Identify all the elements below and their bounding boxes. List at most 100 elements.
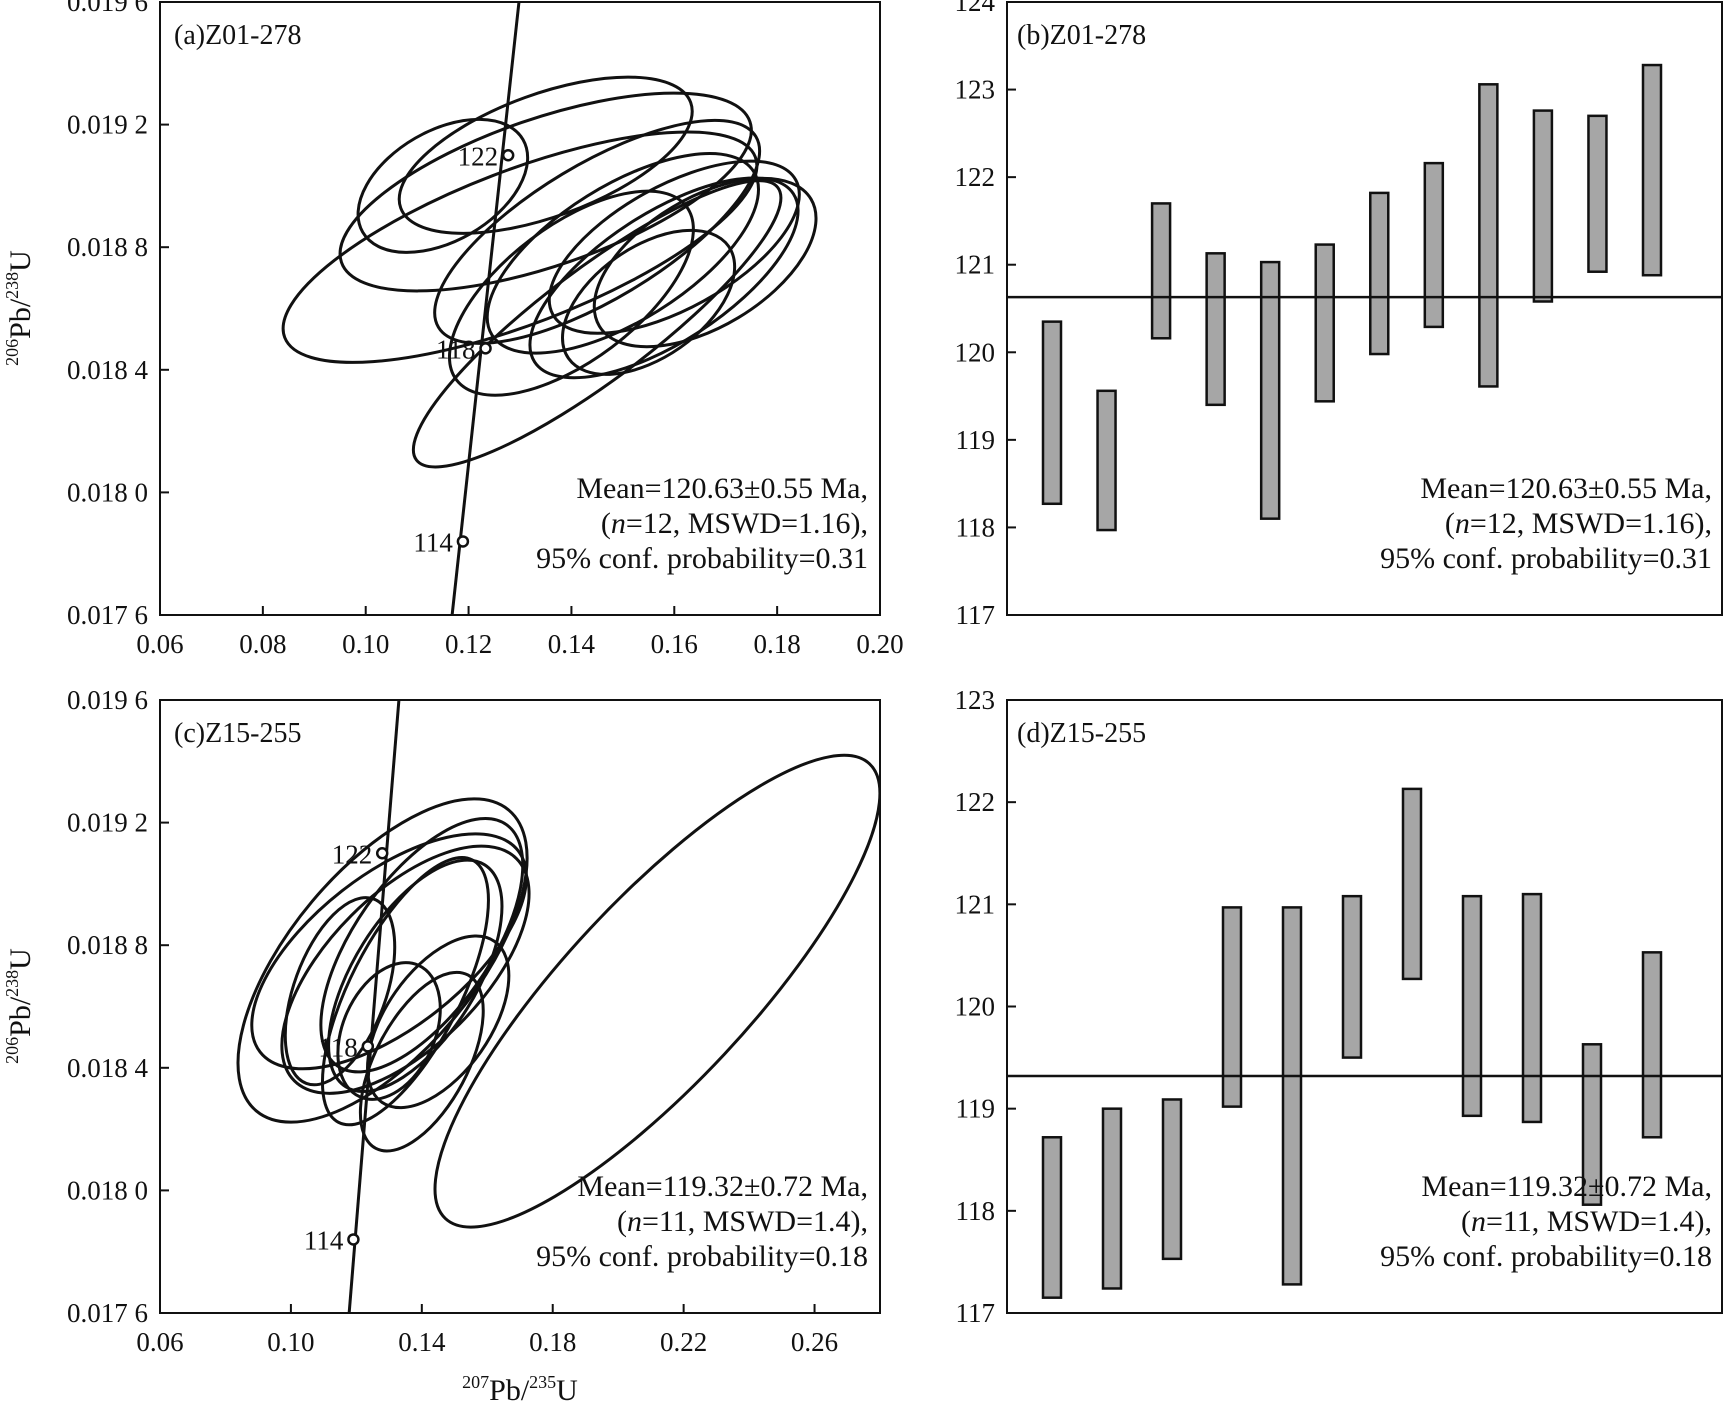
x-tick-label: 0.06	[136, 629, 183, 659]
stat-paren: (	[1445, 507, 1455, 540]
stat-paren: (	[617, 1205, 627, 1238]
concordia-age-label: 122	[332, 839, 373, 869]
stat-rest: =12, MSWD=1.16),	[626, 507, 868, 540]
age-error-bar	[1205, 252, 1226, 407]
age-error-bar	[1641, 63, 1663, 277]
x-axis-title-main: Pb/	[489, 1374, 530, 1407]
error-ellipse	[338, 91, 753, 293]
concordia-age-marker	[361, 1040, 375, 1053]
x-tick-label: 0.18	[754, 629, 801, 659]
error-ellipse	[236, 797, 529, 1124]
x-tick-label: 0.10	[267, 1327, 314, 1357]
x-tick-label: 0.08	[239, 629, 286, 659]
y-tick-label: 122	[955, 787, 996, 817]
age-error-bar	[1281, 906, 1303, 1286]
panel-a-stat-probability: 95% conf. probability=0.31	[536, 542, 868, 575]
panel-a-plot: 0.017 6 0.018 0 0.018 4 0.018 8 0.019 2 0.019…	[67, 0, 904, 659]
y-tick-label: 118	[956, 512, 996, 542]
y-tick-label: 120	[955, 992, 996, 1022]
panel-c-stat-mean: Mean=119.32±0.72 Ma,	[577, 1170, 868, 1203]
panel-b-weighted-mean: 117 118 119 120 121 122 123 124 (b)Z01-278 Mean…	[955, 0, 1723, 630]
y-tick-label: 118	[956, 1196, 996, 1226]
error-ellipse	[433, 118, 762, 345]
panel-c-stat-probability: 95% conf. probability=0.18	[536, 1240, 868, 1273]
stat-n-italic: n	[1471, 1205, 1486, 1238]
age-error-bar	[1101, 1107, 1123, 1290]
stat-rest: =12, MSWD=1.16),	[1470, 507, 1712, 540]
age-error-bar	[1587, 114, 1608, 273]
concordia-line	[450, 2, 521, 615]
error-ellipse	[281, 130, 759, 364]
concordia-line	[347, 700, 401, 1313]
concordia-age-marker	[375, 847, 389, 860]
panel-a-inner	[281, 2, 818, 615]
panel-d-plot: 117 118 119 120 121 122 123	[955, 685, 1722, 1328]
panel-b-title: (b)Z01-278	[1017, 20, 1146, 51]
panel-d-stat-n: (n=11, MSWD=1.4),	[1461, 1205, 1712, 1238]
x-axis-title-sup2: 235	[529, 1372, 556, 1392]
y-tick-label: 0.018 4	[67, 1053, 149, 1083]
y-tick-label: 0.018 0	[67, 477, 148, 507]
age-error-bar	[1221, 906, 1243, 1108]
y-tick-label: 120	[955, 337, 996, 367]
y-tick-label: 0.019 2	[67, 808, 148, 838]
panel-a-stat-mean: Mean=120.63±0.55 Ma,	[576, 472, 868, 505]
x-tick-label: 0.12	[445, 629, 492, 659]
y-axis-title-top-sup2: 238	[2, 272, 22, 299]
x-tick-label: 0.20	[856, 629, 903, 659]
panel-b-stat-n: (n=12, MSWD=1.16),	[1445, 507, 1712, 540]
panel-d-title: (d)Z15-255	[1017, 718, 1146, 749]
age-error-bar	[1041, 320, 1063, 506]
x-tick-label: 0.14	[398, 1327, 446, 1357]
panel-a-stat-n: (n=12, MSWD=1.16),	[601, 507, 868, 540]
age-error-bar	[1150, 202, 1172, 340]
stat-n-italic: n	[611, 507, 626, 540]
panel-c-frame	[159, 699, 881, 1314]
error-ellipse	[433, 753, 880, 1229]
concordia-age-label: 122	[458, 141, 499, 171]
y-tick-label: 0.018 0	[67, 1175, 148, 1205]
concordia-age-label: 118	[318, 1032, 358, 1062]
concordia-age-label: 114	[413, 527, 453, 557]
x-tick-label: 0.10	[342, 629, 389, 659]
panel-c-concordia: 0.017 6 0.018 0 0.018 4 0.018 8 0.019 2 0.019…	[67, 685, 881, 1357]
y-tick-label: 0.017 6	[67, 600, 148, 630]
y-tick-label: 122	[955, 162, 996, 192]
age-error-bar	[1314, 243, 1335, 403]
error-ellipse	[250, 832, 528, 1071]
panel-b-stat-mean: Mean=120.63±0.55 Ma,	[1420, 472, 1712, 505]
x-axis-title-end: U	[556, 1374, 578, 1407]
error-ellipse	[356, 117, 530, 254]
y-tick-label: 121	[955, 889, 996, 919]
concordia-age-label: 118	[436, 334, 476, 364]
y-tick-label: 124	[955, 0, 996, 17]
y-tick-label: 0.019 6	[67, 0, 148, 17]
concordia-age-marker	[456, 535, 470, 548]
age-error-bar	[1161, 1098, 1183, 1261]
y-tick-label: 119	[956, 425, 996, 455]
stat-paren: (	[601, 507, 611, 540]
y-tick-label: 123	[955, 685, 996, 715]
age-error-bar	[1369, 191, 1390, 356]
y-tick-label: 0.018 8	[67, 930, 148, 960]
stat-rest: =11, MSWD=1.4),	[642, 1205, 868, 1238]
error-ellipse	[336, 961, 442, 1101]
y-tick-label: 0.019 2	[67, 110, 148, 140]
panel-a-concordia: 0.017 6 0.018 0 0.018 4 0.018 8 0.019 2 0.019…	[67, 0, 904, 659]
x-axis-title: 207Pb/235U	[462, 1372, 578, 1407]
panel-b-plot: 117 118 119 120 121 122 123 124	[955, 0, 1722, 630]
y-axis-title-top: 206Pb/238U	[2, 250, 37, 366]
panel-a-frame	[159, 1, 881, 616]
y-tick-label: 0.017 6	[67, 1298, 148, 1328]
concordia-age-marker	[347, 1233, 360, 1246]
panel-c-plot: 0.017 6 0.018 0 0.018 4 0.018 8 0.019 2 0.019…	[67, 685, 880, 1357]
y-tick-label: 0.019 6	[67, 685, 148, 715]
y-axis-title-top-main: Pb/	[4, 298, 37, 339]
error-ellipse	[320, 856, 490, 1127]
error-ellipse	[447, 189, 695, 397]
y-tick-label: 117	[956, 1298, 996, 1328]
concordia-age-marker	[479, 342, 492, 355]
panel-d-stat-mean: Mean=119.32±0.72 Ma,	[1421, 1170, 1712, 1203]
x-tick-label: 0.26	[791, 1327, 838, 1357]
